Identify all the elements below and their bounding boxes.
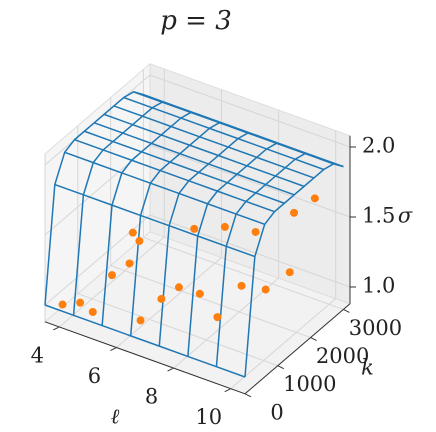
tick-mark	[167, 367, 174, 372]
scatter-point	[135, 237, 144, 246]
x-axis-label: ℓ	[111, 404, 120, 428]
scatter-point	[285, 268, 294, 277]
tick-mark	[110, 347, 117, 351]
scatter-point	[107, 271, 116, 280]
z-tick-label: 2.0	[362, 134, 395, 158]
grid-line	[116, 257, 222, 348]
grid-line	[77, 293, 278, 367]
scatter-point	[220, 222, 229, 231]
y-axis	[244, 303, 351, 395]
scatter-point	[190, 224, 199, 233]
y-axis-label: k	[361, 355, 374, 379]
grid-line	[149, 214, 351, 288]
scatter-point	[213, 313, 222, 322]
surface-line	[44, 304, 246, 378]
scatter-point	[157, 294, 166, 303]
scatter-point	[58, 300, 67, 309]
surface-line	[123, 96, 325, 171]
scatter-point	[88, 308, 97, 317]
z-tick-label: 1.5	[362, 204, 395, 228]
z-axis-label: σ	[398, 204, 413, 228]
surface-line	[84, 130, 285, 204]
surface-line	[64, 151, 265, 226]
scatter-point	[290, 208, 299, 217]
y-tick-label: 2000	[316, 344, 369, 368]
scatter-point	[310, 194, 319, 203]
surface-line	[74, 138, 275, 213]
x-axis	[44, 321, 246, 395]
scatter-point	[237, 281, 246, 290]
chart-title: p = 3	[160, 6, 232, 36]
z-tick-label: 1.0	[362, 274, 395, 298]
x-tick-label: 10	[195, 405, 222, 428]
scatter-point	[76, 298, 85, 307]
surface-line	[103, 113, 305, 188]
x-tick-label: 8	[145, 385, 158, 409]
x-tick-label: 4	[31, 343, 44, 367]
surface-line	[54, 183, 256, 258]
scatter-point	[174, 283, 183, 292]
grid-line	[143, 236, 344, 310]
grid-line	[149, 74, 351, 148]
tick-mark	[343, 308, 350, 313]
tick-mark	[310, 337, 317, 341]
grid-line	[230, 298, 337, 390]
y-tick-label: 1000	[283, 372, 336, 396]
tick-mark	[277, 365, 285, 370]
x-tick-label: 6	[88, 364, 101, 388]
surface-line	[93, 122, 295, 196]
grid-line	[173, 277, 279, 369]
y-tick-label: 0	[270, 400, 283, 424]
surface-line	[113, 105, 315, 179]
tick-mark	[224, 388, 231, 393]
scatter-point	[195, 289, 204, 298]
scatter-point	[136, 316, 145, 325]
grid-line	[110, 265, 311, 339]
grid-line	[58, 236, 165, 328]
surface-line	[143, 93, 344, 168]
y-tick-label: 3000	[349, 316, 402, 340]
tick-mark	[53, 326, 60, 331]
scatter-point	[128, 228, 137, 237]
grid-line	[149, 144, 351, 218]
scatter-point	[125, 259, 134, 268]
scatter-point	[261, 285, 270, 294]
tick-mark	[244, 393, 252, 398]
scatter-point	[251, 227, 260, 236]
